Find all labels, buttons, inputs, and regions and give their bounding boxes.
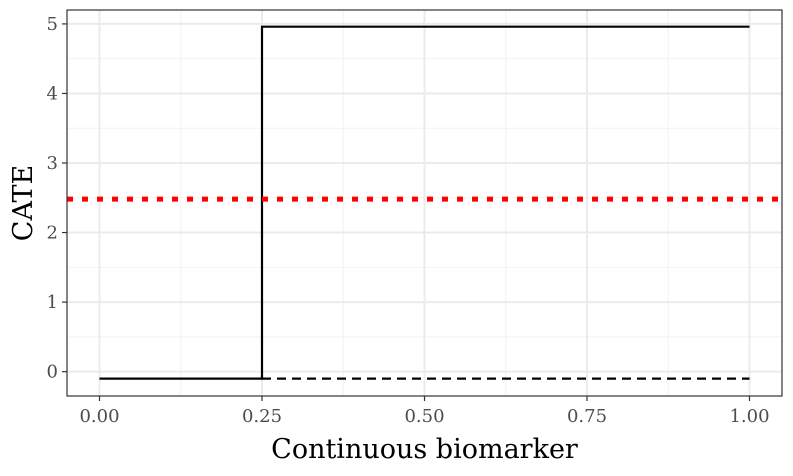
y-axis-title: CATE xyxy=(8,165,39,241)
y-tick-label: 2 xyxy=(47,223,58,244)
y-tick-label: 4 xyxy=(47,83,58,104)
x-tick-label: 0.75 xyxy=(567,406,607,427)
y-tick-label: 1 xyxy=(47,292,58,313)
x-tick-label: 0.50 xyxy=(404,406,444,427)
x-axis-title: Continuous biomarker xyxy=(271,434,578,465)
y-axis-ticks: 0 1 2 3 4 5 xyxy=(47,14,67,383)
series-layer xyxy=(67,25,782,380)
solid-series-line xyxy=(99,25,750,380)
x-axis-ticks: 0.00 0.25 0.50 0.75 1.00 xyxy=(79,396,770,427)
x-tick-label: 0.25 xyxy=(242,406,282,427)
x-tick-label: 0.00 xyxy=(79,406,119,427)
y-tick-label: 5 xyxy=(47,14,58,35)
y-tick-label: 0 xyxy=(47,362,58,383)
x-tick-label: 1.00 xyxy=(729,406,769,427)
y-tick-label: 3 xyxy=(47,153,58,174)
